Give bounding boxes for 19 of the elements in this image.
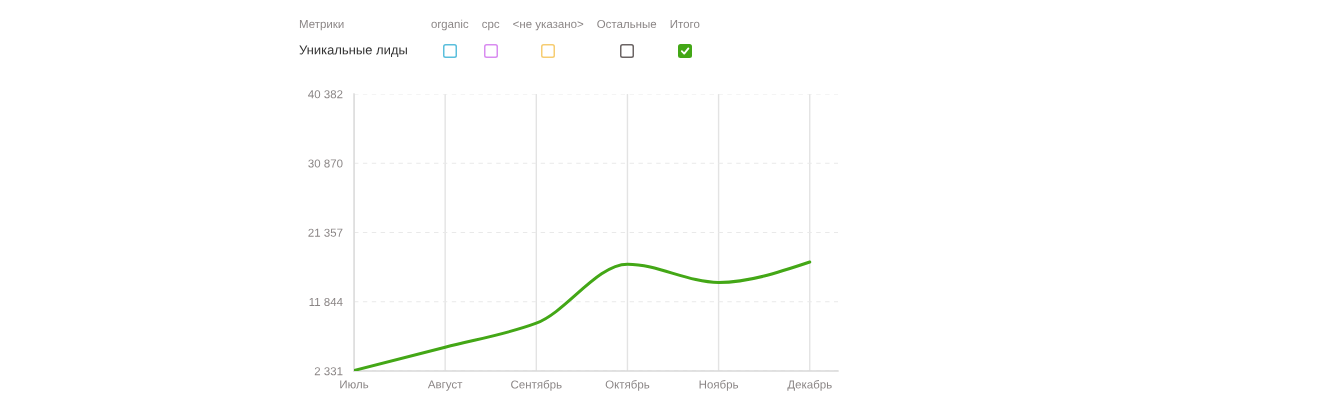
legend-title: Метрики <box>299 20 344 31</box>
text: Итого <box>670 20 700 29</box>
text: Остальные <box>597 19 657 29</box>
text: Уникальные лиды <box>299 45 407 57</box>
x-tick-label: Сентябрь <box>511 380 562 391</box>
x-tick-label: Октябрь <box>605 380 650 391</box>
x-tick-label: Ноябрь <box>699 380 739 391</box>
line-series <box>354 260 812 371</box>
y-tick-label: 21 357 <box>308 228 343 237</box>
text: organic <box>431 19 469 31</box>
x-tick-label: Август <box>427 380 463 391</box>
x-tick-label: Июль <box>340 380 369 389</box>
y-tick-label: 30 870 <box>308 159 343 168</box>
text: cpc <box>482 21 500 31</box>
y-tick-label: 11 844 <box>309 297 343 307</box>
text: <не указано> <box>513 21 584 31</box>
x-tick-label: Декабрь <box>787 380 832 391</box>
y-tick-label: 40 382 <box>308 90 343 99</box>
y-tick-label: 2 331 <box>314 367 343 376</box>
